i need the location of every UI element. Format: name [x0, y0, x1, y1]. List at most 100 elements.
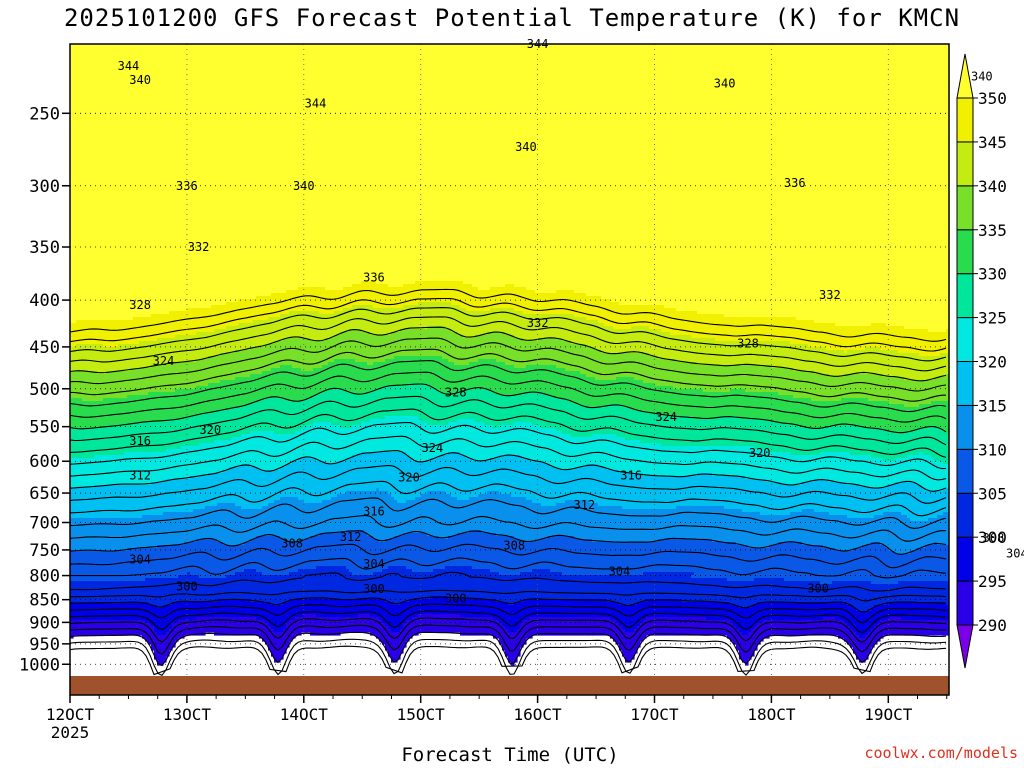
- x-tick-label: 13OCT: [163, 705, 212, 724]
- y-tick-label: 1000: [19, 655, 60, 675]
- contour-label: 304: [609, 565, 631, 579]
- contour-label: 324: [655, 410, 677, 424]
- contour-label: 304: [1006, 547, 1024, 561]
- contour-label: 340: [714, 77, 736, 91]
- contour-label: 324: [153, 354, 175, 368]
- colorbar-label: 340: [978, 177, 1007, 196]
- contour-label: 344: [305, 97, 327, 111]
- contour-label: 320: [199, 423, 221, 437]
- x-axis: 12OCT 13OCT 14OCT 15OCT 16OCT 17OCT 18OCT 19OCT…: [46, 695, 948, 742]
- contour-line-342: [70, 316, 947, 372]
- colorbar-segment: [956, 141, 974, 187]
- y-tick-label: 250: [29, 104, 60, 124]
- colorbar-label: 335: [978, 221, 1007, 240]
- y-tick-label: 700: [29, 513, 60, 533]
- contour-label: 312: [574, 498, 596, 512]
- contour-label: 308: [281, 537, 303, 551]
- contour-line-304: [70, 571, 947, 592]
- colorbar-label: 330: [978, 265, 1007, 284]
- colorbar-segment: [956, 53, 974, 99]
- y-tick-label: 500: [29, 380, 60, 400]
- colorbar-label: 300: [978, 528, 1007, 547]
- colorbar-segment: [956, 185, 974, 231]
- colorbar-label: 310: [978, 440, 1007, 459]
- y-tick-label: 900: [29, 613, 60, 633]
- contour-line-296: [70, 610, 947, 634]
- x-year-label: 2025: [51, 723, 90, 742]
- contour-label: 328: [445, 386, 467, 400]
- contour-line-332: [70, 371, 947, 423]
- contour-line-288: [70, 638, 947, 676]
- contour-label: 308: [983, 531, 1005, 545]
- contour-label: 340: [129, 73, 151, 87]
- colorbar-segment: [956, 229, 974, 275]
- contour-line-344: [70, 307, 947, 362]
- contour-line-318: [70, 464, 947, 504]
- contour-label: 332: [188, 240, 210, 254]
- contour-line-306: [70, 557, 947, 579]
- x-tick-label: 15OCT: [397, 705, 446, 724]
- contour-label: 332: [527, 316, 549, 330]
- contour-label: 336: [784, 176, 806, 190]
- colorbar-label: 345: [978, 133, 1007, 152]
- contour-label: 320: [749, 446, 771, 460]
- terrain-band: [70, 676, 949, 695]
- credit-text: coolwx.com/models: [864, 744, 1018, 762]
- contour-label: 336: [363, 271, 385, 285]
- x-tick-label: 16OCT: [514, 705, 563, 724]
- y-tick-label: 600: [29, 452, 60, 472]
- contour-label: 340: [515, 140, 537, 154]
- contour-label: 340: [971, 70, 993, 84]
- contour-line-322: [70, 435, 947, 481]
- x-tick-label: 12OCT: [46, 705, 95, 724]
- contour-label: 328: [129, 298, 151, 312]
- y-tick-label: 400: [29, 291, 60, 311]
- contour-lines: [70, 288, 947, 676]
- colorbar-label: 325: [978, 309, 1007, 328]
- colorbar-segment: [956, 97, 974, 143]
- colorbar-label: 320: [978, 353, 1007, 372]
- y-tick-label: 550: [29, 418, 60, 438]
- contour-line-348: [70, 288, 947, 342]
- contour-label: 300: [807, 581, 829, 595]
- y-tick-label: 950: [29, 635, 60, 655]
- contour-line-300: [70, 596, 947, 613]
- colorbar: 290 295 300 305 310 315 320 325 330 335 340 345 350: [956, 53, 1007, 669]
- contour-label: 320: [398, 470, 420, 484]
- x-tick-label: 18OCT: [747, 705, 796, 724]
- contour-label: 300: [176, 579, 198, 593]
- x-tick-label: 17OCT: [630, 705, 679, 724]
- x-tick-label: 19OCT: [864, 705, 913, 724]
- y-tick-label: 350: [29, 238, 60, 258]
- contour-label: 332: [819, 288, 841, 302]
- contour-line-312: [70, 514, 947, 542]
- colorbar-segment: [956, 624, 974, 669]
- contour-line-298: [70, 603, 947, 624]
- contour-line-340: [70, 326, 947, 382]
- contour-line-314: [70, 497, 947, 529]
- contour-label: 328: [737, 336, 759, 350]
- contour-label: 300: [445, 592, 467, 606]
- plot-frame: [69, 43, 950, 696]
- y-tick-label: 300: [29, 177, 60, 197]
- y-tick-label: 800: [29, 567, 60, 587]
- contour-line-316: [70, 480, 947, 517]
- contour-label: 308: [503, 539, 525, 553]
- contour-label: 304: [363, 557, 385, 571]
- y-tick-label: 650: [29, 484, 60, 504]
- contour-label: 340: [293, 179, 315, 193]
- contour-line-320: [70, 450, 947, 492]
- colorbar-label: 315: [978, 396, 1007, 415]
- contour-line-336: [70, 348, 946, 402]
- colorbar-segment: [956, 492, 974, 538]
- grid-lines: [70, 44, 949, 676]
- colorbar-segment: [956, 448, 974, 494]
- contour-line-346: [70, 297, 947, 352]
- contour-label: 304: [129, 552, 151, 566]
- contour-fills: [70, 44, 949, 666]
- y-tick-label: 750: [29, 541, 60, 561]
- contour-label: 336: [176, 179, 198, 193]
- colorbar-segment: [956, 317, 974, 363]
- colorbar-label: 305: [978, 484, 1007, 503]
- contour-line-290: [70, 631, 947, 667]
